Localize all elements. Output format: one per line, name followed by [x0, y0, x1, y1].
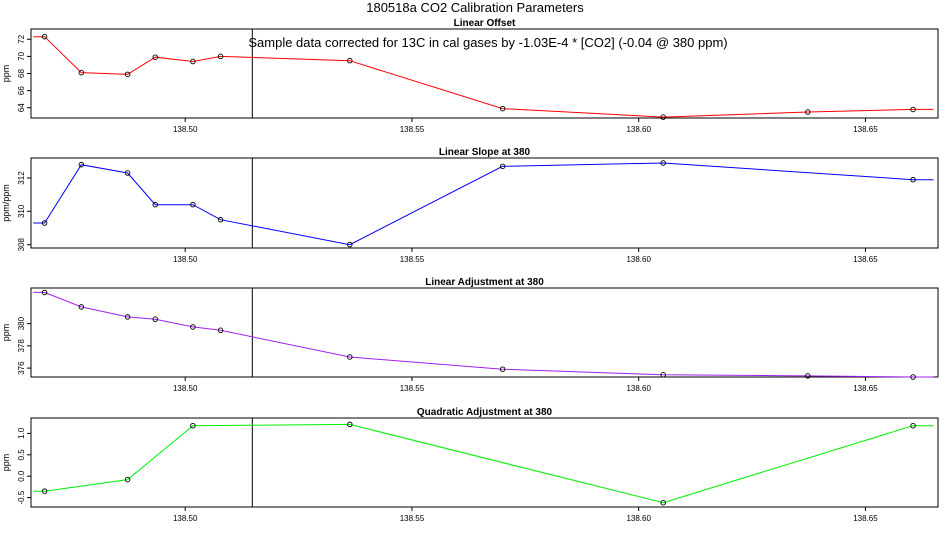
plot-frame — [30, 157, 939, 249]
data-point — [805, 373, 811, 379]
x-tick-label: 138.55 — [400, 384, 425, 393]
data-point — [347, 421, 353, 428]
data-point — [124, 476, 131, 483]
y-tick-label: 380 — [17, 316, 26, 330]
y-tick-label: 72 — [17, 34, 26, 43]
data-point — [152, 54, 159, 60]
chart-panel-3: Linear Adjustment at 380 138.50 138.55 138.… — [1, 277, 939, 393]
x-tick-label: 138.60 — [626, 514, 651, 523]
x-tick-label: 138.50 — [173, 384, 198, 393]
y-tick-label: -0.5 — [17, 490, 26, 504]
data-point — [805, 109, 811, 115]
data-point — [152, 201, 159, 208]
panel-title: Quadratic Adjustment at 380 — [417, 407, 553, 418]
data-point — [124, 170, 131, 176]
data-point — [347, 354, 353, 360]
y-tick-label: 64 — [17, 103, 26, 112]
x-tick-label: 138.65 — [853, 125, 878, 134]
y-tick-label: 378 — [17, 339, 26, 353]
data-point — [499, 366, 506, 372]
series-line — [33, 162, 934, 246]
plot-frame — [30, 417, 939, 508]
x-tick-label: 138.65 — [853, 255, 878, 264]
data-point — [217, 53, 224, 60]
figure-title: 180518a CO2 Calibration Parameters — [366, 0, 584, 15]
x-tick-label: 138.50 — [173, 125, 198, 134]
series-line — [33, 423, 934, 504]
data-point — [217, 327, 224, 334]
data-point — [660, 114, 666, 120]
plot-frame — [30, 287, 939, 378]
chart-panel-2: Linear Slope at 380 138.50 138.55 138.60 138… — [1, 147, 939, 264]
data-point — [347, 57, 353, 64]
data-point — [190, 201, 196, 208]
y-tick-label: 310 — [17, 204, 26, 218]
data-point — [190, 422, 196, 429]
chart-panel-4: Quadratic Adjustment at 380 138.50 138.55 1… — [1, 407, 939, 523]
panel-title: Linear Offset — [454, 18, 516, 29]
y-tick-label: 308 — [17, 237, 26, 251]
y-axis-label: ppm — [1, 454, 11, 472]
correction-annotation: Sample data corrected for 13C in cal gas… — [248, 35, 727, 50]
y-axis-label: ppm — [1, 324, 11, 342]
data-point — [910, 106, 916, 113]
x-tick-label: 138.65 — [853, 514, 878, 523]
panel-title: Linear Slope at 380 — [439, 147, 531, 158]
data-point — [660, 160, 666, 166]
data-point — [910, 374, 916, 380]
series-line — [33, 36, 934, 118]
y-tick-label: 376 — [17, 361, 26, 375]
y-axis-label: ppm — [1, 65, 11, 83]
data-point — [124, 314, 131, 320]
data-point — [660, 372, 666, 378]
data-point — [660, 499, 666, 506]
x-tick-label: 138.65 — [853, 384, 878, 393]
data-point — [78, 304, 85, 310]
data-point — [910, 422, 916, 429]
y-tick-label: 66 — [17, 86, 26, 95]
x-tick-label: 138.60 — [626, 384, 651, 393]
x-tick-label: 138.60 — [626, 125, 651, 134]
data-point — [41, 220, 48, 226]
x-tick-label: 138.50 — [173, 255, 198, 264]
panel-title: Linear Adjustment at 380 — [425, 277, 544, 288]
y-tick-label: 70 — [17, 51, 26, 60]
y-axis-label: ppm/ppm — [1, 184, 11, 222]
series-line — [33, 291, 934, 378]
data-point — [347, 241, 353, 248]
data-point — [217, 216, 224, 223]
x-tick-label: 138.55 — [400, 255, 425, 264]
x-tick-label: 138.60 — [626, 255, 651, 264]
y-tick-label: 0.5 — [17, 449, 26, 461]
x-tick-label: 138.55 — [400, 125, 425, 134]
data-point — [78, 161, 85, 168]
y-tick-label: 312 — [17, 171, 26, 185]
chart-panel-1: Linear Offset 138.50 138.55 138.60 138.65 64 6… — [1, 18, 939, 134]
data-point — [190, 324, 196, 330]
data-point — [499, 163, 506, 170]
data-point — [41, 289, 48, 296]
data-point — [499, 105, 506, 112]
y-tick-label: 0.0 — [17, 470, 26, 482]
x-tick-label: 138.55 — [400, 514, 425, 523]
data-point — [910, 176, 916, 183]
data-point — [41, 33, 48, 40]
data-point — [190, 58, 196, 65]
x-tick-label: 138.50 — [173, 514, 198, 523]
y-tick-label: 1.0 — [17, 427, 26, 439]
data-point — [124, 71, 131, 78]
data-point — [78, 69, 85, 76]
y-tick-label: 68 — [17, 69, 26, 78]
data-point — [41, 488, 48, 494]
data-point — [152, 316, 159, 322]
